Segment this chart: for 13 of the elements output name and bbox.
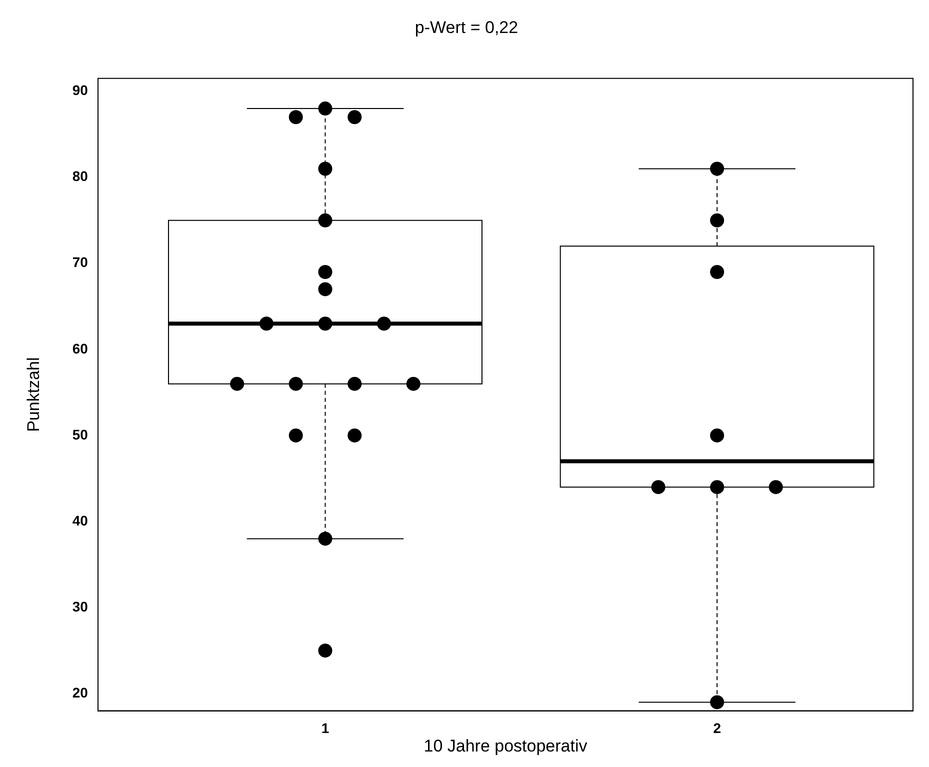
y-tick-label: 50 — [72, 426, 88, 442]
y-tick-label: 30 — [72, 598, 88, 614]
x-axis-title: 10 Jahre postoperativ — [424, 736, 588, 756]
y-tick-label: 80 — [72, 168, 88, 184]
y-tick-label: 40 — [72, 512, 88, 528]
x-tick-label: 2 — [713, 720, 722, 736]
y-tick-label: 60 — [72, 340, 88, 356]
x-tick-label: 1 — [321, 720, 330, 736]
chart-title: p-Wert = 0,22 — [414, 18, 518, 37]
y-tick-label: 90 — [72, 82, 88, 98]
y-tick-label: 20 — [72, 684, 88, 700]
y-axis-title: Punktzahl — [24, 357, 43, 432]
y-tick-label: 70 — [72, 254, 88, 270]
